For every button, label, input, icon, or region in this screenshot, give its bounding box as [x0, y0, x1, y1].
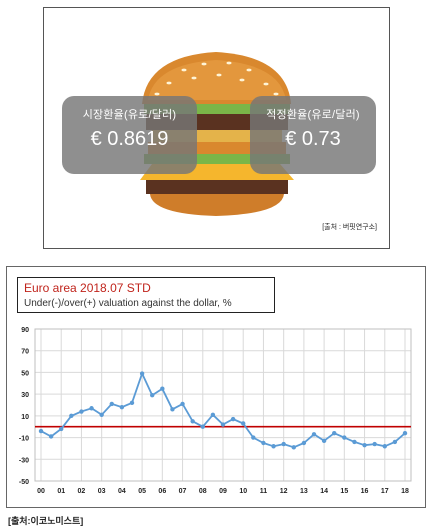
x-tick-label: 12 [280, 488, 288, 495]
data-point [291, 445, 296, 450]
x-tick-label: 01 [57, 488, 65, 495]
data-point [271, 444, 276, 449]
x-tick-label: 14 [320, 488, 328, 495]
x-tick-label: 03 [98, 488, 106, 495]
data-point [342, 435, 347, 440]
fair-rate-label: 적정환율(유로/달러) [266, 109, 360, 121]
x-tick-label: 17 [381, 488, 389, 495]
x-tick-label: 11 [260, 488, 268, 495]
x-tick-label: 05 [138, 488, 146, 495]
y-tick-label: -50 [19, 479, 29, 486]
data-point [210, 412, 216, 417]
data-point [402, 431, 408, 436]
x-tick-label: 10 [239, 488, 247, 495]
chart-title: Euro area 2018.07 STD [24, 281, 151, 295]
x-tick-label: 06 [158, 488, 166, 495]
data-point [241, 421, 246, 426]
y-tick-label: -30 [19, 457, 29, 464]
data-point [372, 441, 377, 447]
bigmac-panel: 시장환율(유로/달러) € 0.8619 적정환율(유로/달러) € 0.73 … [43, 7, 390, 249]
data-point [89, 406, 94, 411]
data-point [170, 407, 175, 412]
x-tick-label: 16 [361, 488, 369, 495]
market-rate-label: 시장환율(유로/달러) [82, 109, 177, 121]
fair-rate-box: 적정환율(유로/달러) € 0.73 [250, 96, 376, 174]
fair-rate-value: € 0.73 [285, 128, 341, 150]
data-point [48, 434, 54, 439]
data-point [352, 439, 357, 445]
data-point [59, 426, 64, 432]
data-point [190, 419, 195, 424]
y-tick-label: 90 [21, 327, 29, 334]
data-point [129, 400, 135, 406]
data-point [382, 444, 387, 449]
data-point [311, 432, 317, 437]
data-point [150, 393, 155, 398]
data-point [79, 409, 84, 414]
chart-title-box: Euro area 2018.07 STD Under(-)/over(+) v… [17, 277, 275, 313]
market-rate-value: € 0.8619 [90, 128, 169, 150]
data-point [220, 422, 226, 427]
market-rate-box: 시장환율(유로/달러) € 0.8619 [62, 96, 197, 174]
data-point [69, 413, 74, 419]
x-tick-label: 08 [199, 488, 207, 495]
data-point [200, 424, 205, 429]
data-point [261, 440, 266, 446]
data-point [321, 438, 327, 444]
x-tick-label: 18 [401, 488, 409, 495]
y-tick-label: 10 [21, 414, 29, 421]
x-tick-label: 15 [340, 488, 348, 495]
data-point [392, 439, 398, 445]
data-point [160, 386, 165, 391]
data-point [251, 435, 256, 440]
x-tick-label: 04 [118, 488, 126, 495]
y-tick-label: 70 [21, 349, 29, 356]
y-tick-label: 50 [21, 370, 29, 377]
data-point [119, 404, 125, 410]
data-point [139, 371, 145, 376]
source-economist: [출처:이코노미스트] [8, 516, 84, 526]
data-point [281, 441, 286, 447]
y-tick-label: -10 [19, 436, 29, 443]
data-point [38, 428, 44, 434]
x-tick-label: 07 [179, 488, 187, 495]
x-tick-label: 13 [300, 488, 308, 495]
chart-canvas: 90 70 50 30 10 -10 -30 -50 00 01 02 03 04 05 06 07 08 09 1… [19, 327, 412, 495]
data-point [180, 401, 185, 407]
y-tick-label: 30 [21, 392, 29, 399]
data-point [230, 416, 236, 422]
x-tick-label: 00 [37, 488, 45, 495]
data-point [332, 431, 337, 436]
data-point [301, 440, 307, 446]
x-tick-label: 02 [78, 488, 86, 495]
chart-subtitle: Under(-)/over(+) valuation against the d… [24, 298, 232, 309]
source-buffett: [출처 : 버핏연구소] [322, 224, 377, 231]
valuation-chart: 90 70 50 30 10 -10 -30 -50 00 01 02 03 04 05 06 07 08 09 1… [6, 266, 426, 508]
data-point [99, 412, 104, 417]
data-point [362, 442, 367, 448]
data-point [109, 401, 114, 407]
plot-area [34, 328, 412, 482]
x-tick-label: 09 [219, 488, 227, 495]
